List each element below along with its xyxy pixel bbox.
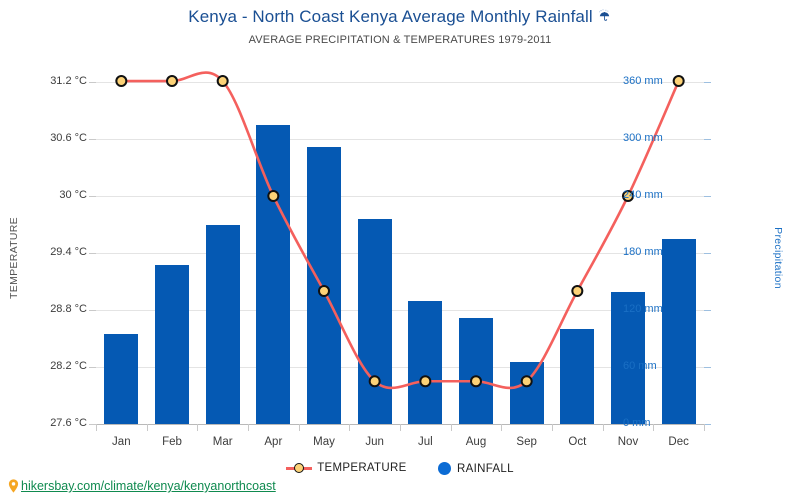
chart-legend: TEMPERATURE RAINFALL xyxy=(0,462,800,475)
y-axis-left-tick-mark xyxy=(89,196,96,197)
y-axis-right-tick-mark xyxy=(704,310,711,311)
y-axis-left-tick-mark xyxy=(89,139,96,140)
x-axis-tick-mark xyxy=(96,424,97,431)
chart-title: Kenya - North Coast Kenya Average Monthl… xyxy=(0,7,800,29)
source-url-link[interactable]: hikersbay.com/climate/kenya/kenyanorthco… xyxy=(21,479,276,493)
x-axis-label-aug: Aug xyxy=(465,436,487,448)
bar-dec[interactable] xyxy=(661,238,696,424)
x-axis-label-dec: Dec xyxy=(668,436,689,448)
y-axis-left-tick-label: 29.4 °C xyxy=(50,246,87,258)
bar-may[interactable] xyxy=(307,146,341,424)
y-axis-right-tick-mark xyxy=(704,82,711,83)
y-axis-right-tick-label: 300 mm xyxy=(623,132,663,144)
y-axis-left-tick-label: 28.2 °C xyxy=(50,360,87,372)
x-axis-label-jul: Jul xyxy=(417,436,433,448)
x-axis-label-apr: Apr xyxy=(264,436,283,448)
y-axis-right-tick-label: 120 mm xyxy=(623,303,663,315)
y-axis-left-tick-mark xyxy=(89,253,96,254)
y-axis-left-tick-mark xyxy=(89,424,96,425)
source-footer: hikersbay.com/climate/kenya/kenyanorthco… xyxy=(8,479,276,496)
temperature-marker-oct[interactable]: Oct: 29 °C xyxy=(571,285,584,297)
x-axis-label-may: May xyxy=(313,436,335,448)
x-axis-tick-mark xyxy=(704,424,705,431)
x-axis-label-jun: Jun xyxy=(365,436,384,448)
y-axis-right-tick-mark xyxy=(704,139,711,140)
y-axis-right-tick-label: 360 mm xyxy=(623,75,663,87)
y-axis-right-tick-label: 0 mm xyxy=(623,417,651,429)
circle-icon xyxy=(438,462,452,475)
plot-area: Jan: 31.21 °CFeb: 31.21 °CMar: 31.21 °CA… xyxy=(89,71,711,448)
x-axis-tick-mark xyxy=(501,424,503,431)
bar-aug[interactable] xyxy=(459,317,493,424)
x-axis-tick-mark xyxy=(349,424,351,431)
umbrella-rain-icon xyxy=(597,9,612,29)
x-axis-label-mar: Mar xyxy=(212,436,233,448)
gridline xyxy=(96,139,704,140)
y-axis-right-title: Precipitation xyxy=(772,227,784,289)
y-axis-left-tick-mark xyxy=(89,310,96,311)
y-axis-right-tick-label: 180 mm xyxy=(623,246,663,258)
x-axis-label-oct: Oct xyxy=(568,436,587,448)
y-axis-left-tick-mark xyxy=(89,82,96,83)
bar-jul[interactable] xyxy=(408,300,443,424)
x-axis-tick-mark xyxy=(197,424,199,431)
y-axis-right-tick-mark xyxy=(704,367,711,368)
legend-item-rainfall[interactable]: RAINFALL xyxy=(438,462,514,475)
y-axis-right-tick-mark xyxy=(704,196,711,197)
x-axis-tick-mark xyxy=(602,424,604,431)
x-axis-tick-mark xyxy=(552,424,553,431)
x-axis-tick-mark xyxy=(400,424,401,431)
bar-jan[interactable] xyxy=(104,333,139,424)
x-axis-label-sep: Sep xyxy=(516,436,537,448)
chart-subtitle: AVERAGE PRECIPITATION & TEMPERATURES 197… xyxy=(248,34,552,46)
gridline xyxy=(96,253,704,254)
gridline xyxy=(96,82,704,83)
bar-sep[interactable] xyxy=(509,362,544,424)
x-axis-tick-mark xyxy=(248,424,249,431)
x-axis-label-nov: Nov xyxy=(617,436,639,448)
legend-label-rainfall: RAINFALL xyxy=(457,462,514,475)
y-axis-right-tick-label: 60 mm xyxy=(623,360,657,372)
y-axis-left-tick-label: 28.8 °C xyxy=(50,303,87,315)
y-axis-left-tick-label: 31.2 °C xyxy=(50,75,87,87)
chart-title-text: Kenya - North Coast Kenya Average Monthl… xyxy=(188,7,593,26)
bar-jun[interactable] xyxy=(357,218,392,424)
line-marker-icon xyxy=(286,462,313,474)
x-axis-label-feb: Feb xyxy=(162,436,182,448)
bar-feb[interactable] xyxy=(155,265,189,424)
x-axis-tick-mark xyxy=(450,424,452,431)
bar-apr[interactable] xyxy=(256,124,291,424)
bar-mar[interactable] xyxy=(205,225,240,424)
x-axis-tick-mark xyxy=(653,424,655,431)
y-axis-left-tick-mark xyxy=(89,367,96,368)
x-axis-label-jan: Jan xyxy=(112,436,131,448)
x-axis-tick-mark xyxy=(146,424,148,431)
y-axis-left-tick-label: 30 °C xyxy=(59,189,87,201)
y-axis-left-title: TEMPERATURE xyxy=(8,217,20,299)
y-axis-left-tick-label: 27.6 °C xyxy=(50,417,87,429)
x-axis-tick-mark xyxy=(298,424,300,431)
map-pin-icon xyxy=(8,479,19,496)
gridline xyxy=(96,196,704,197)
y-axis-right-tick-mark xyxy=(704,253,711,254)
y-axis-right-tick-label: 240 mm xyxy=(623,189,663,201)
legend-item-temperature[interactable]: TEMPERATURE xyxy=(286,462,406,474)
y-axis-right-tick-mark xyxy=(704,424,711,425)
bar-oct[interactable] xyxy=(560,329,595,424)
y-axis-left-tick-label: 30.6 °C xyxy=(50,132,87,144)
legend-label-temperature: TEMPERATURE xyxy=(317,462,407,475)
